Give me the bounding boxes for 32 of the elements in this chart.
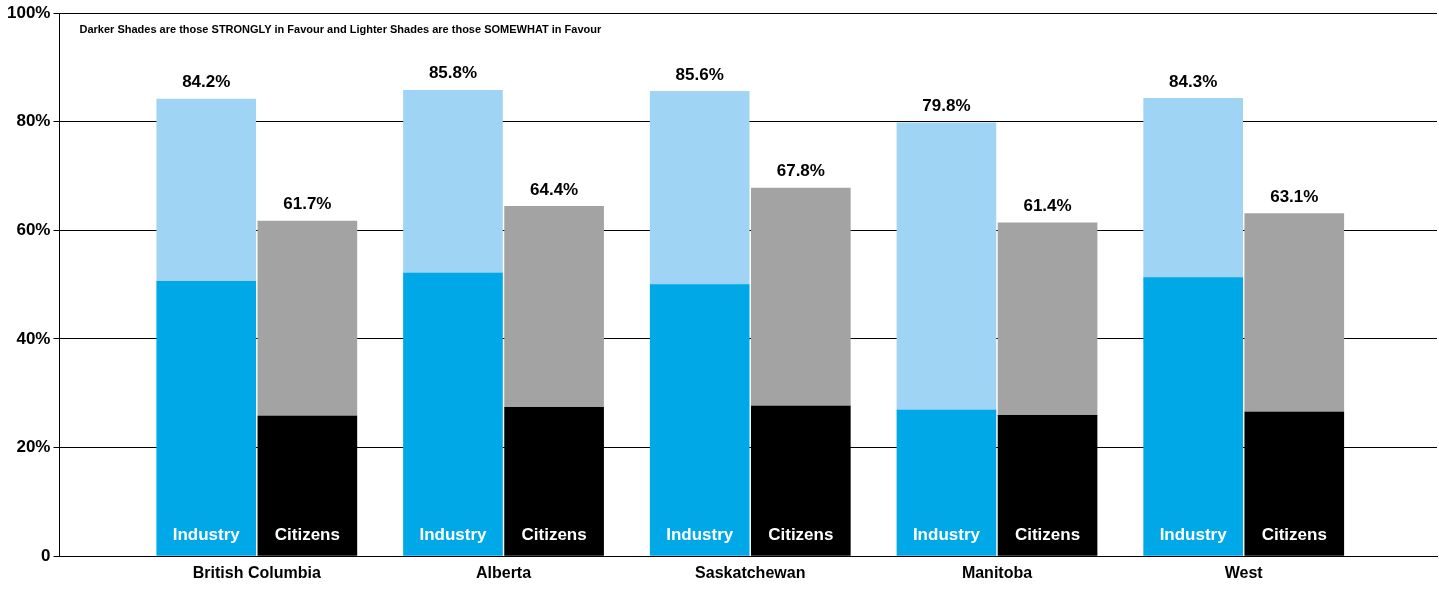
text: Manitoba xyxy=(961,564,1033,582)
x-tick-label: Citizens xyxy=(768,525,834,545)
total-label: 79.8% xyxy=(922,96,971,116)
x-tick-label: Citizens xyxy=(521,525,587,545)
y-tick-label: 100% xyxy=(7,2,51,22)
x-tick-label: Citizens xyxy=(1261,525,1327,545)
y-tick-label: 20% xyxy=(16,437,51,457)
x-tick-label: Citizens xyxy=(274,525,340,545)
y-tick-label: 60% xyxy=(16,220,51,240)
x-tick-label: Industry xyxy=(912,525,981,545)
total-label: 63.1% xyxy=(1270,186,1319,206)
text: Alberta xyxy=(475,564,532,582)
x-tick-label: Industry xyxy=(666,525,734,545)
total-label: 85.6% xyxy=(675,64,724,84)
x-tick-label: Industry xyxy=(1159,525,1228,545)
total-label: 84.2% xyxy=(182,72,231,92)
total-label: 84.3% xyxy=(1169,71,1218,91)
text: British Columbia xyxy=(192,564,321,582)
total-label: 85.8% xyxy=(428,63,478,83)
total-label: 61.4% xyxy=(1023,195,1072,215)
y-tick-label: 80% xyxy=(16,111,51,131)
text: Darker Shades are those STRONGLY in Favour and Lighter Shades are those SOMEWHAT in Favour xyxy=(79,23,603,36)
x-tick-label: Industry xyxy=(172,525,241,545)
y-tick-label: 40% xyxy=(16,328,51,348)
text: Saskatchewan xyxy=(695,564,806,582)
x-tick-label: Citizens xyxy=(1014,525,1081,545)
total-label: 64.4% xyxy=(529,179,579,199)
x-tick-label: Industry xyxy=(419,525,488,545)
total-label: 67.8% xyxy=(776,161,825,181)
total-label: 61.7% xyxy=(283,194,332,214)
text: West xyxy=(1224,564,1264,582)
y-tick-label: 0 xyxy=(41,545,51,565)
